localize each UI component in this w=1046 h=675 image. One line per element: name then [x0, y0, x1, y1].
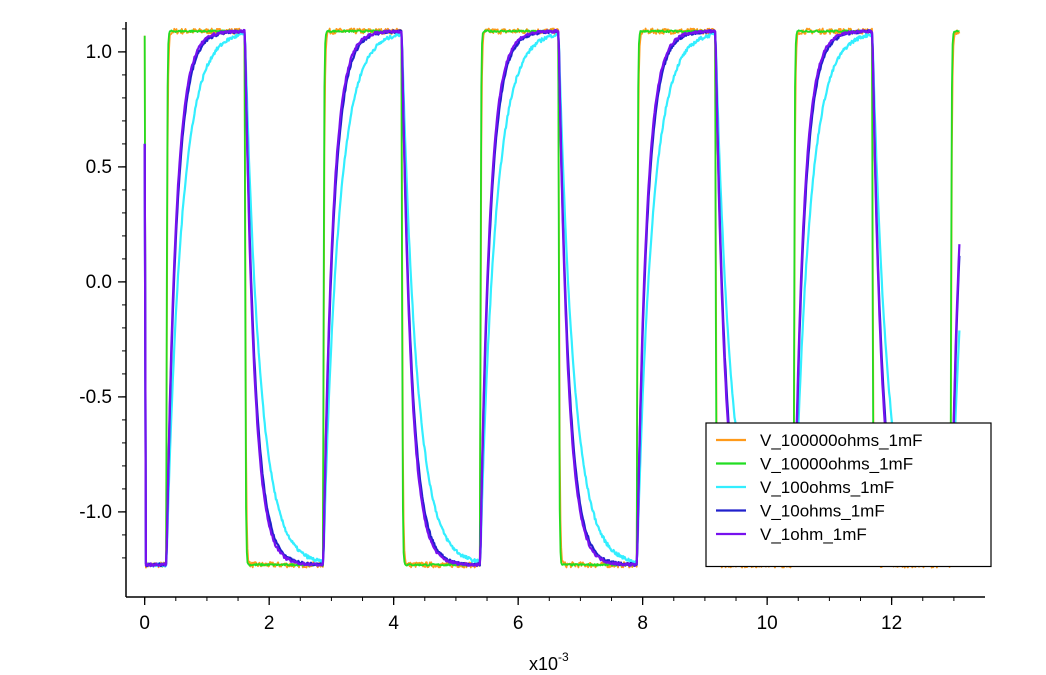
legend-entry-label: V_1ohm_1mF	[760, 525, 867, 544]
x-tick-label: 6	[513, 613, 524, 634]
series-line	[143, 31, 961, 568]
y-tick-label: 0.0	[86, 272, 112, 293]
series-group	[143, 27, 961, 569]
x-tick-label: 0	[139, 613, 150, 634]
x-tick-label: 4	[388, 613, 399, 634]
legend-entry-label: V_10ohms_1mF	[760, 502, 885, 521]
legend-entry-label: V_100000ohms_1mF	[760, 431, 923, 450]
x-axis-unit-label: x10-3	[529, 650, 569, 674]
legend-entry-label: V_100ohms_1mF	[760, 478, 894, 497]
x-tick-label: 10	[757, 613, 778, 634]
y-tick-label: -1.0	[79, 502, 112, 523]
series-line	[143, 27, 961, 569]
legend-entry-label: V_10000ohms_1mF	[760, 455, 913, 474]
tick-labels: 1.0 0.5 0.0 -0.5 -1.0 0 2 4 6 8 10 12	[79, 42, 902, 634]
x-tick-label: 8	[637, 613, 648, 634]
y-tick-label: -0.5	[79, 387, 112, 408]
plot-traces	[143, 27, 961, 569]
x-tick-label: 2	[264, 613, 275, 634]
x-tick-label: 12	[881, 613, 902, 634]
series-line	[143, 28, 961, 568]
axes	[118, 22, 985, 605]
legend: V_100000ohms_1mF V_10000ohms_1mF V_100ohms…	[705, 422, 992, 568]
legend-box	[705, 422, 992, 568]
y-tick-label: 1.0	[86, 42, 112, 63]
y-tick-label: 0.5	[86, 157, 112, 178]
